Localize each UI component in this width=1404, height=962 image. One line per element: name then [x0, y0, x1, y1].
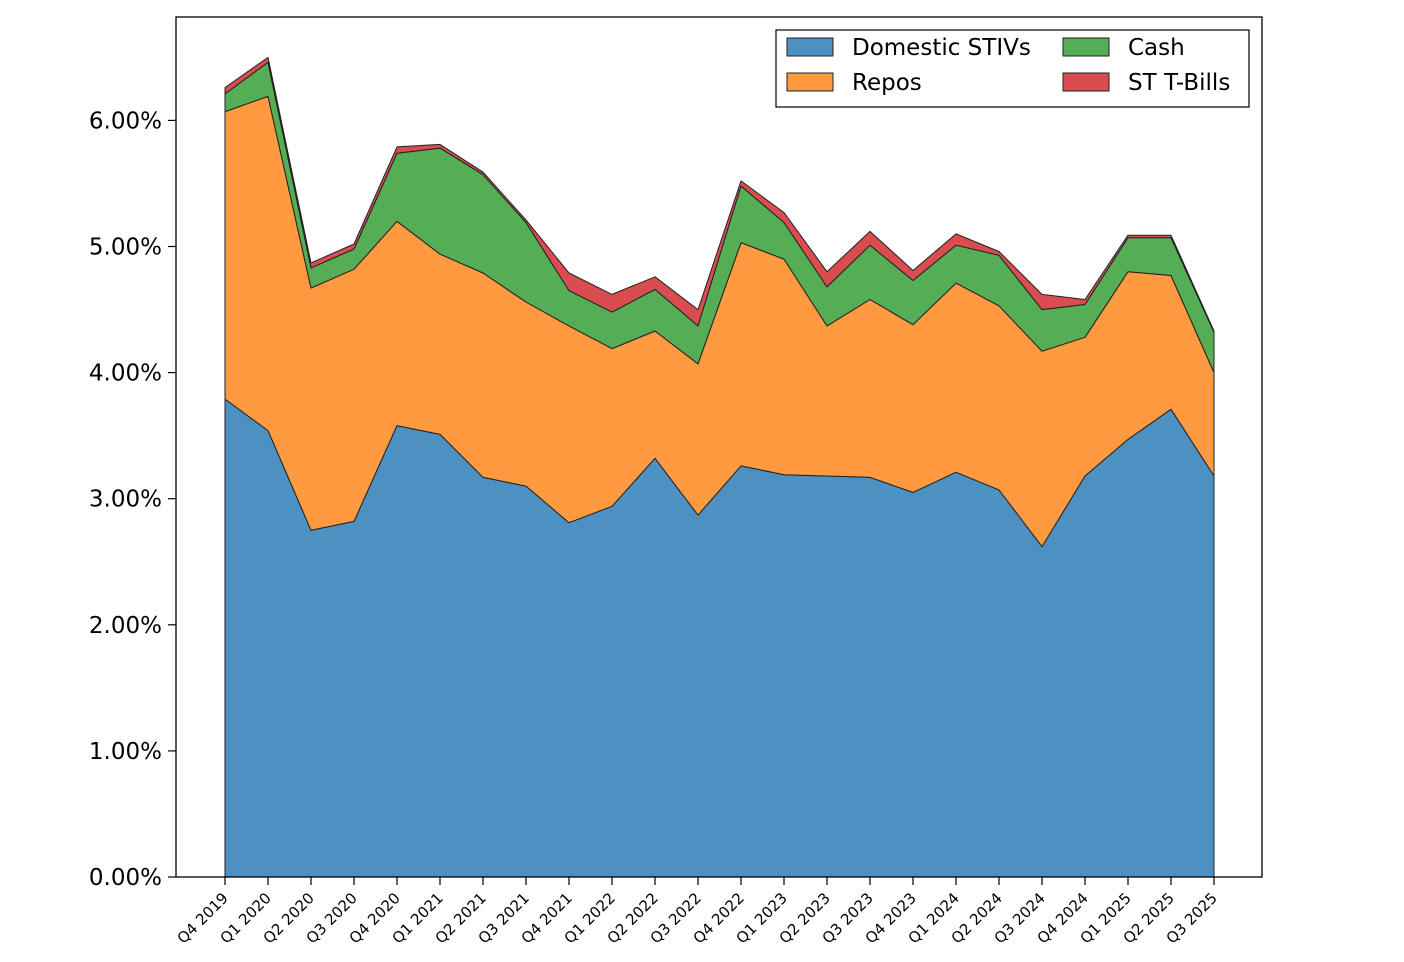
y-tick-label: 1.00%: [89, 739, 162, 765]
y-tick-label: 3.00%: [89, 487, 162, 513]
legend-swatch: [1062, 72, 1110, 92]
legend-label: Cash: [1128, 35, 1185, 61]
y-tick-label: 6.00%: [89, 108, 162, 134]
legend-swatch: [1062, 37, 1110, 57]
legend-swatch: [786, 37, 834, 57]
legend-label: ST T-Bills: [1128, 70, 1230, 96]
y-tick-label: 5.00%: [89, 235, 162, 261]
y-tick-label: 4.00%: [89, 361, 162, 387]
legend-label: Repos: [852, 70, 922, 96]
y-tick-label: 0.00%: [89, 865, 162, 891]
legend-box: [775, 29, 1250, 108]
legend-label: Domestic STIVs: [852, 35, 1031, 61]
legend: Domestic STIVs Repos Cash ST T-Bills: [775, 29, 1250, 108]
legend-swatch: [786, 72, 834, 92]
y-tick-label: 2.00%: [89, 613, 162, 639]
plot-frame: [175, 16, 1263, 878]
area-st-t-bills: [224, 56, 1215, 333]
area-layers: [224, 56, 1215, 878]
